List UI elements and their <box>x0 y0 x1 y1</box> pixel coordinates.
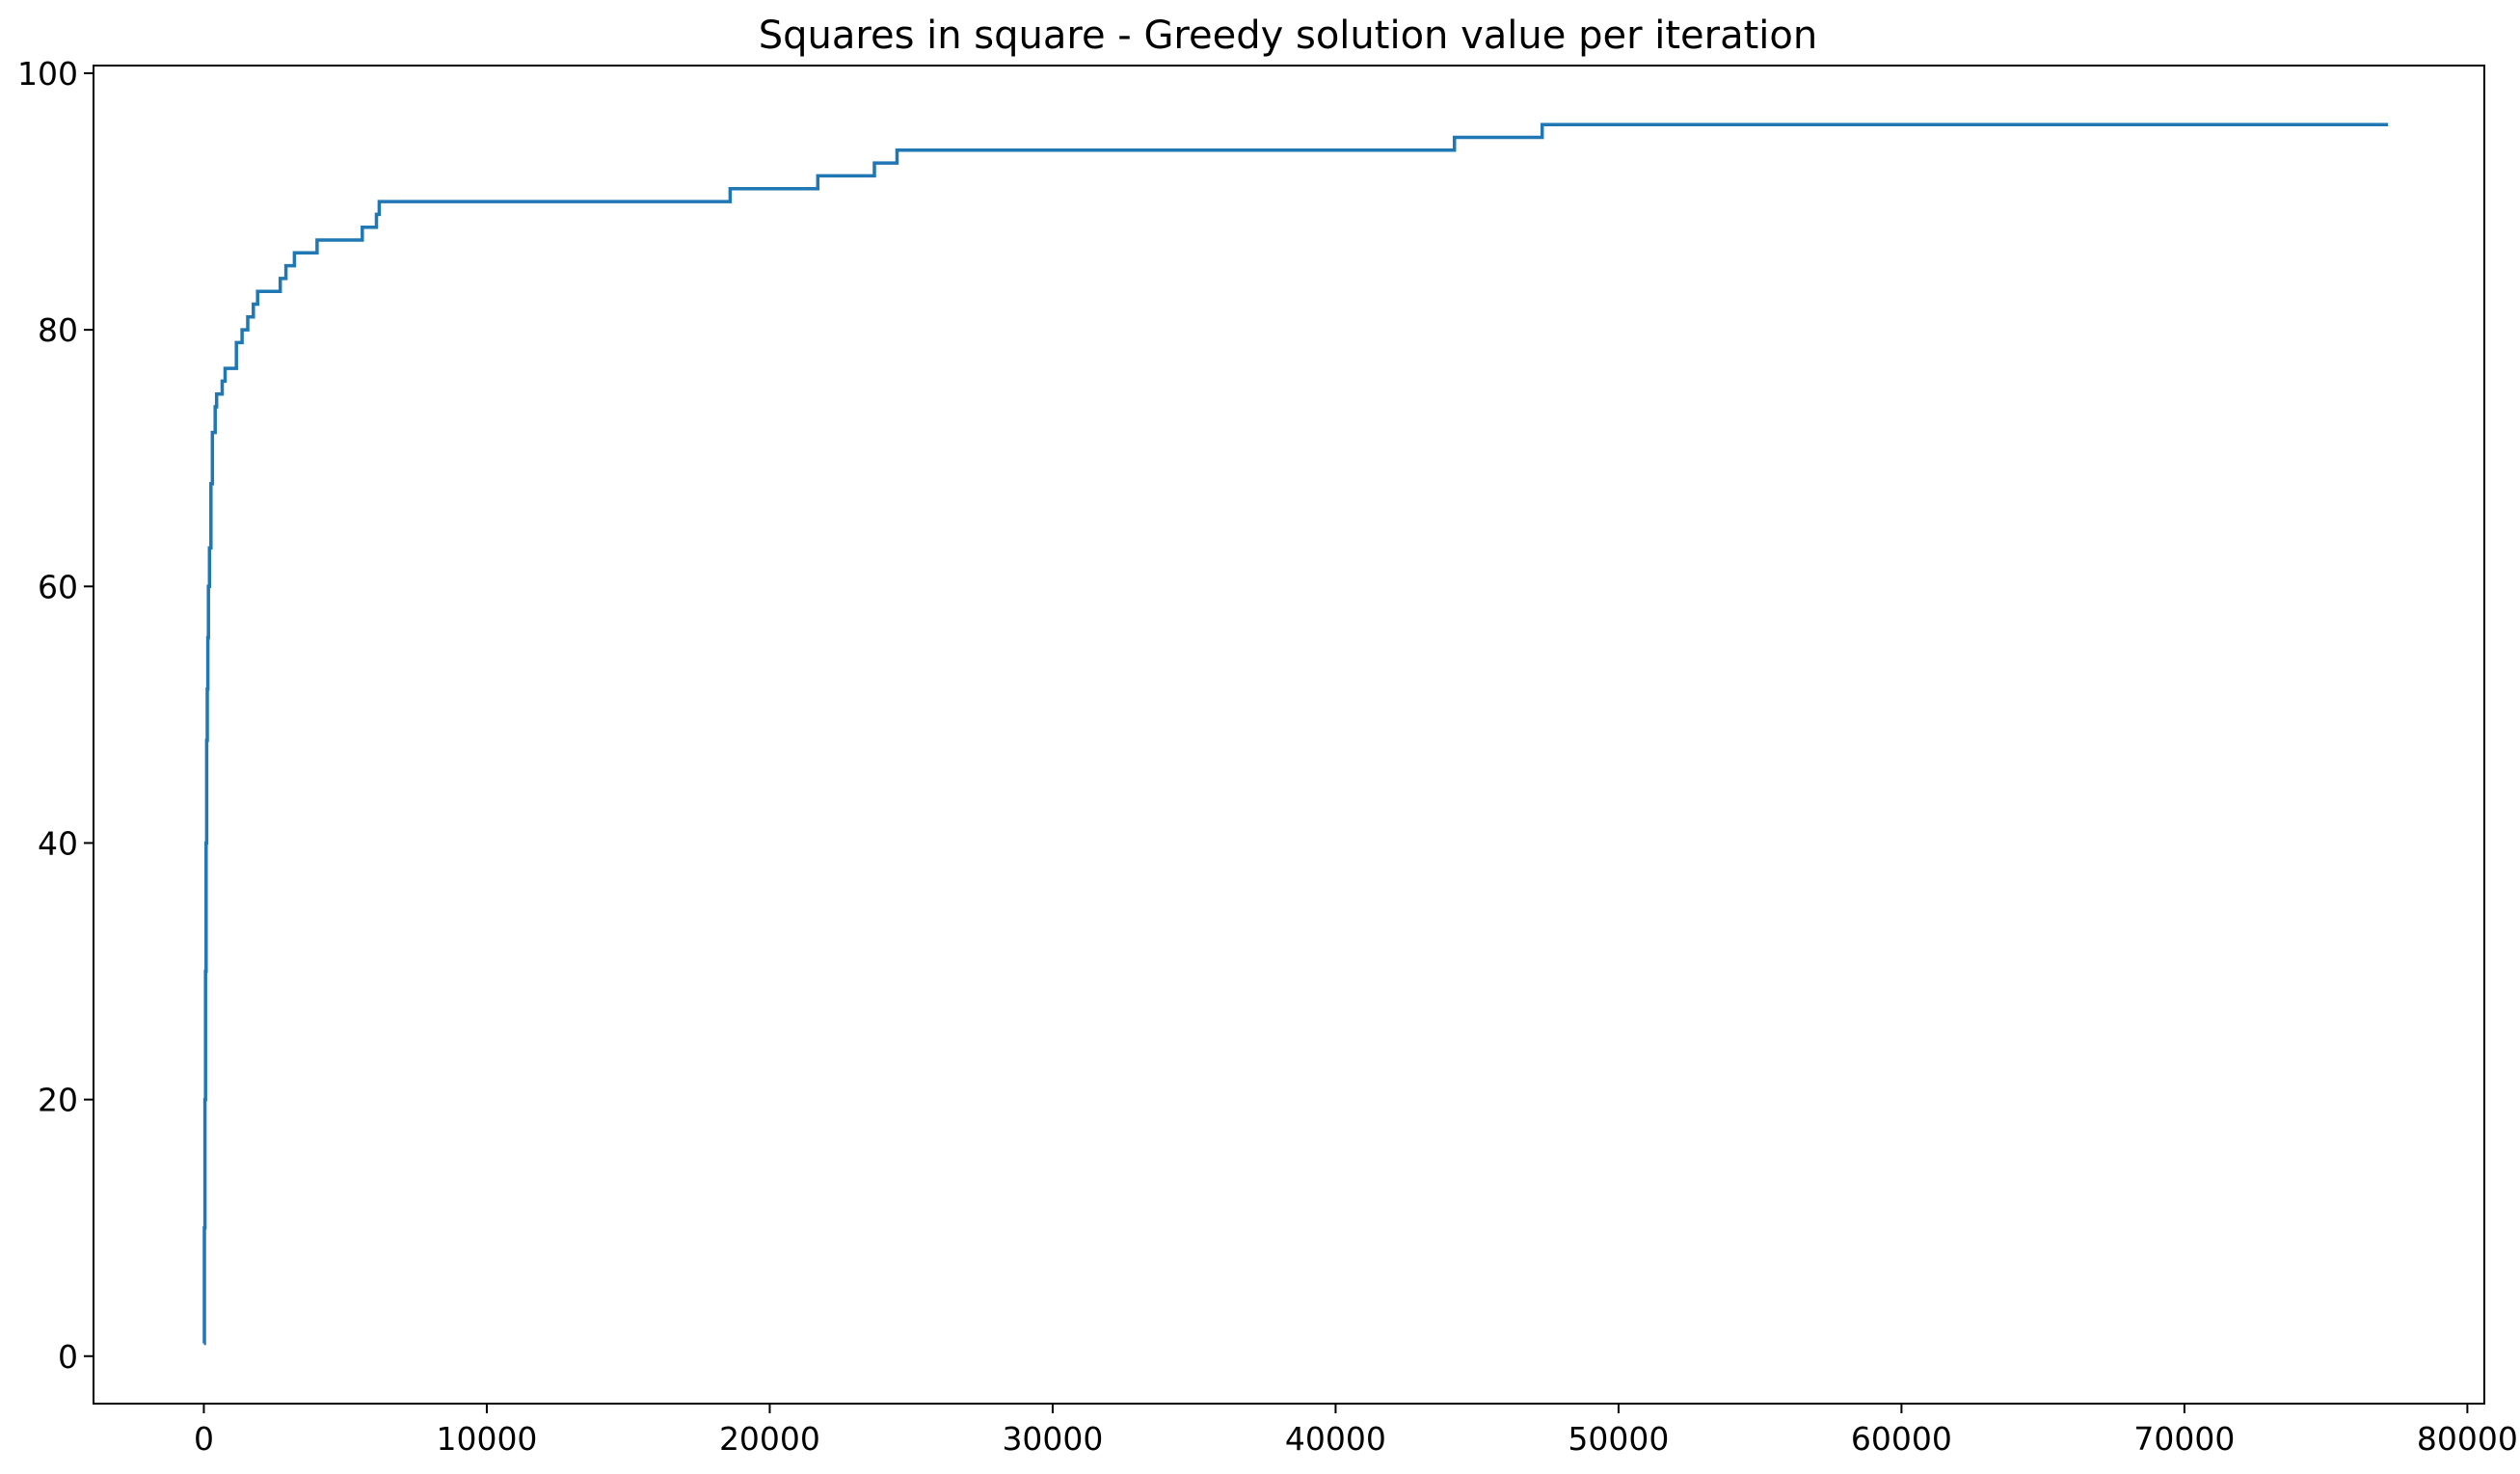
x-tick-label: 40000 <box>1285 1420 1386 1458</box>
y-tick-label: 0 <box>58 1338 78 1376</box>
y-tick-label: 40 <box>38 824 78 862</box>
x-tick-label: 70000 <box>2133 1420 2235 1458</box>
x-tick-label: 0 <box>194 1420 214 1458</box>
axes-frame <box>93 65 2485 1405</box>
series-line-0 <box>202 122 2389 1346</box>
chart-title: Squares in square - Greedy solution valu… <box>759 13 1817 58</box>
plot-area <box>93 65 2485 1405</box>
x-tick-label: 10000 <box>436 1420 537 1458</box>
x-tick-label: 80000 <box>2417 1420 2518 1458</box>
x-tick-label: 30000 <box>1002 1420 1103 1458</box>
y-tick-label: 80 <box>38 311 78 349</box>
x-axis: 0 10000 20000 30000 40000 50000 60000 70000 8000… <box>194 1404 2518 1458</box>
y-axis: 0 20 40 60 80 100 <box>17 55 94 1376</box>
x-tick-label: 50000 <box>1568 1420 1669 1458</box>
y-tick-label: 60 <box>38 568 78 605</box>
y-tick-label: 100 <box>17 55 78 93</box>
y-tick-label: 20 <box>38 1082 78 1119</box>
x-tick-label: 20000 <box>719 1420 820 1458</box>
x-tick-label: 60000 <box>1851 1420 1952 1458</box>
